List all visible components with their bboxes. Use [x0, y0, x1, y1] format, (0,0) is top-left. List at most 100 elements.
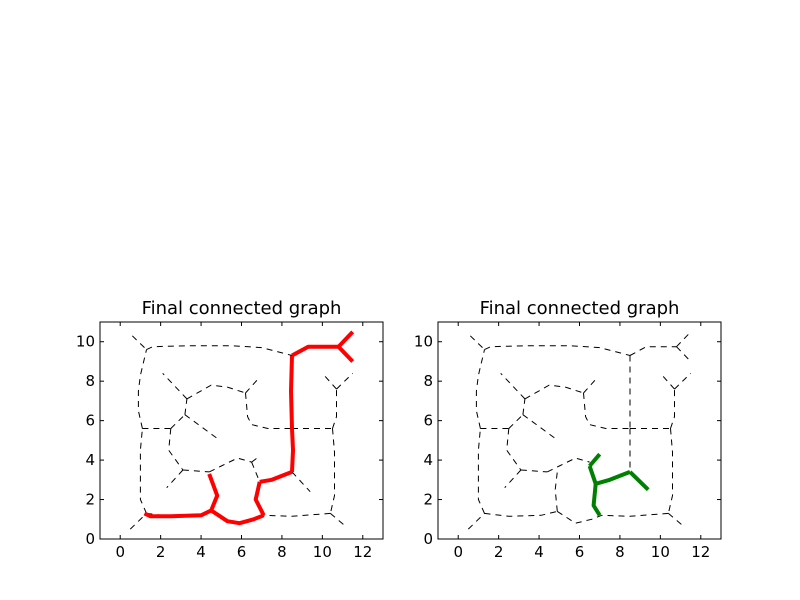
- graph-edge: [251, 461, 261, 482]
- graph-edge: [554, 471, 558, 512]
- graph-edge: [508, 414, 524, 429]
- graph-edge: [674, 372, 692, 390]
- highlighted-path-edge: [207, 473, 220, 512]
- graph-edge: [506, 428, 522, 471]
- y-tick-label: 10: [414, 333, 433, 351]
- graph-edge: [676, 331, 692, 348]
- graph-edge: [467, 513, 485, 530]
- graph-edge: [182, 469, 210, 473]
- graph-edge: [484, 510, 558, 517]
- graph-edge: [137, 349, 147, 429]
- highlighted-path-edge: [259, 470, 293, 484]
- graph-edge: [291, 471, 311, 493]
- graph-edge: [601, 512, 669, 517]
- plot-area: 0 2 4 6 8 10 12 0 2 4 6 8 10: [414, 321, 722, 561]
- graph-edge: [329, 428, 335, 514]
- graph-edge: [557, 510, 602, 524]
- y-tick-label: 2: [423, 491, 433, 509]
- graph-edge: [184, 398, 188, 415]
- graph-edge: [139, 428, 147, 514]
- plot-area: 0 2 4 6 8 10 12 0 2 4 6 8 10: [76, 321, 384, 561]
- graph-edge: [245, 376, 261, 394]
- graph-edge: [484, 345, 631, 356]
- highlighted-path-edge: [588, 452, 602, 468]
- graph-edge: [520, 469, 548, 473]
- graph-edge: [131, 335, 147, 350]
- graph-edge: [524, 384, 584, 400]
- graph-edge: [330, 513, 347, 528]
- graph-edge: [477, 428, 485, 514]
- edges-layer: [129, 330, 355, 530]
- x-tick-label: 2: [156, 543, 166, 561]
- y-tick-label: 2: [85, 491, 95, 509]
- graph-edge: [676, 346, 692, 362]
- graph-edge: [146, 345, 293, 356]
- graph-edge: [186, 384, 246, 400]
- x-tick-label: 2: [494, 543, 504, 561]
- chart-title: Final connected graph: [480, 298, 680, 319]
- graph-edge: [170, 414, 186, 429]
- graph-edge: [660, 372, 675, 390]
- graph-edge: [469, 335, 485, 350]
- y-tick-label: 0: [85, 530, 95, 548]
- graph-edge: [475, 349, 485, 429]
- highlighted-path-edge: [628, 470, 650, 492]
- x-tick-label: 10: [651, 543, 670, 561]
- x-tick-label: 12: [353, 543, 372, 561]
- graph-edge: [332, 389, 337, 429]
- graph-edge: [162, 372, 188, 400]
- y-tick-label: 0: [423, 530, 433, 548]
- y-tick-label: 6: [85, 412, 95, 430]
- graph-edge: [629, 346, 677, 356]
- chart-title: Final connected graph: [142, 298, 342, 319]
- graph-edge: [208, 457, 252, 473]
- highlighted-path-edge: [210, 508, 265, 526]
- y-tick-label: 8: [423, 372, 433, 390]
- highlighted-path-edge: [337, 330, 355, 349]
- edges-layer: [467, 331, 692, 530]
- graph-edge: [245, 392, 292, 429]
- graph-edge: [668, 513, 685, 528]
- x-tick-label: 10: [313, 543, 332, 561]
- graph-edge: [184, 414, 218, 439]
- highlighted-path-edge: [591, 483, 602, 517]
- graph-edge: [546, 457, 590, 473]
- x-tick-label: 6: [237, 543, 247, 561]
- y-tick-label: 8: [85, 372, 95, 390]
- graph-edge: [129, 513, 147, 530]
- highlighted-path-edge: [253, 481, 266, 517]
- graph-edge: [504, 469, 522, 489]
- graph-edge: [263, 512, 331, 517]
- x-tick-label: 4: [196, 543, 206, 561]
- graph-edge: [500, 372, 526, 400]
- y-tick-label: 4: [423, 451, 433, 469]
- x-tick-label: 4: [534, 543, 544, 561]
- graph-edge: [322, 372, 337, 390]
- graph-edge: [583, 392, 630, 429]
- y-tick-label: 6: [423, 412, 433, 430]
- graph-edge: [251, 455, 260, 463]
- axes-frame: [437, 321, 722, 540]
- x-tick-label: 8: [615, 543, 625, 561]
- graph-edge: [667, 428, 673, 514]
- graph-edge: [522, 414, 556, 439]
- y-tick-label: 4: [85, 451, 95, 469]
- chart-panel-right: Final connected graph 0 2 4 6 8 10 12 0 2 4 6 8 10: [414, 298, 722, 561]
- highlighted-path-edge: [595, 470, 631, 486]
- highlighted-path-edge: [587, 465, 598, 485]
- highlighted-path-edge: [289, 355, 295, 472]
- axes-frame: [99, 321, 384, 540]
- graph-edge: [583, 376, 599, 394]
- x-tick-label: 0: [115, 543, 125, 561]
- highlighted-path-edge: [291, 344, 339, 358]
- y-tick-label: 10: [76, 333, 95, 351]
- graph-edge: [168, 428, 184, 471]
- x-tick-label: 6: [575, 543, 585, 561]
- highlighted-path-edge: [337, 345, 355, 363]
- graph-edge: [336, 372, 354, 390]
- x-tick-label: 8: [277, 543, 287, 561]
- x-tick-label: 12: [691, 543, 710, 561]
- x-tick-label: 0: [453, 543, 463, 561]
- graph-edge: [166, 469, 184, 489]
